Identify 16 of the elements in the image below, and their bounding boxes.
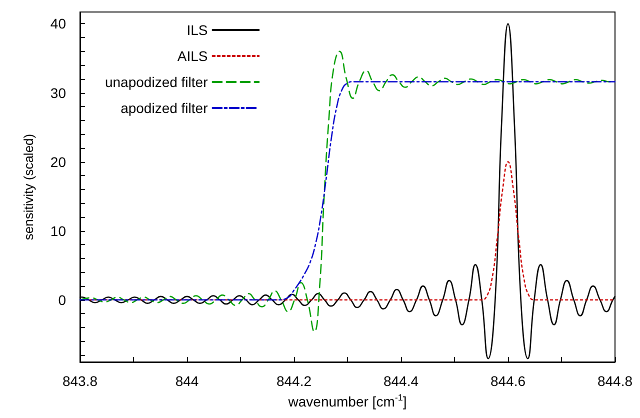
x-tick-label: 844.4 xyxy=(383,373,419,389)
legend-label: AILS xyxy=(177,48,208,64)
y-tick-label: 30 xyxy=(50,84,66,101)
x-tick-label: 844.8 xyxy=(597,373,633,389)
y-tick-label: 0 xyxy=(58,292,66,308)
y-axis-title: sensitivity (scaled) xyxy=(21,134,36,240)
legend-label: unapodized filter xyxy=(104,74,208,90)
x-tick-label: 844.2 xyxy=(276,373,312,389)
y-tick-label: 20 xyxy=(50,154,66,170)
y-tick-label: 10 xyxy=(50,222,66,239)
legend-label: ILS xyxy=(186,22,208,38)
legend-label: apodized filter xyxy=(120,100,208,116)
x-tick-label: 844.6 xyxy=(490,373,526,389)
x-tick-label: 843.8 xyxy=(62,373,98,389)
x-tick-label: 844 xyxy=(175,373,199,389)
y-tick-label: 40 xyxy=(50,16,66,32)
